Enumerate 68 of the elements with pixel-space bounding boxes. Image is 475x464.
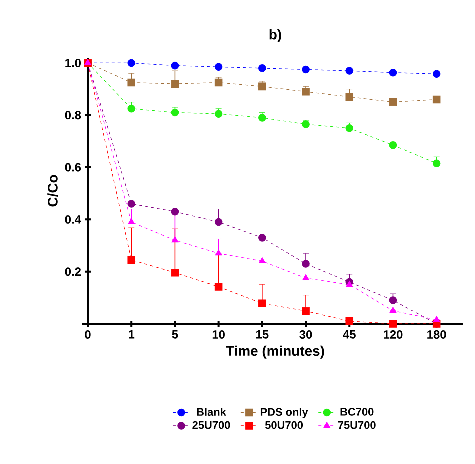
- point: [258, 64, 266, 72]
- point: [346, 67, 354, 75]
- point: [302, 66, 310, 74]
- point: [432, 160, 441, 168]
- point: [389, 296, 398, 304]
- point: [346, 280, 354, 287]
- point: [172, 236, 179, 243]
- legend-label: 50U700: [265, 421, 304, 430]
- legend-label: BC700: [340, 408, 374, 416]
- point: [171, 108, 180, 117]
- point: [171, 80, 180, 88]
- point: [346, 93, 354, 101]
- point: [346, 124, 354, 132]
- point: [302, 260, 310, 268]
- legend-label: PDS only: [260, 408, 308, 418]
- x-tick-label: 30: [300, 330, 312, 339]
- point: [214, 218, 223, 226]
- legend-label: 75U700: [338, 421, 376, 430]
- point: [389, 98, 398, 106]
- point: [302, 88, 310, 96]
- x-tick-label: 120: [384, 330, 403, 339]
- x-tick-label: 5: [172, 330, 178, 339]
- point: [259, 258, 266, 264]
- x-tick-label: 180: [428, 330, 446, 339]
- point: [258, 300, 266, 308]
- point: [433, 316, 440, 322]
- y-tick-label: 0.2: [65, 268, 82, 276]
- y-tick-label: 0.8: [65, 111, 82, 120]
- point: [171, 268, 180, 277]
- point: [346, 318, 354, 326]
- point: [171, 62, 180, 70]
- legend-label: 25U700: [192, 421, 230, 430]
- point: [128, 218, 136, 224]
- chart-title: b): [270, 29, 282, 42]
- point: [389, 141, 398, 150]
- point: [432, 70, 441, 78]
- point: [389, 68, 398, 77]
- point: [214, 78, 223, 87]
- point: [128, 256, 136, 264]
- point: [128, 104, 136, 113]
- point: [214, 63, 223, 72]
- x-axis-title: Time (minutes): [226, 346, 324, 359]
- point: [214, 110, 223, 118]
- point: [302, 120, 310, 128]
- x-tick-label: 10: [212, 330, 225, 339]
- y-tick-label: 0.6: [65, 163, 82, 172]
- point: [302, 307, 310, 316]
- point: [128, 78, 136, 87]
- y-axis-title: C/Co: [48, 175, 58, 207]
- point: [302, 274, 310, 280]
- point: [258, 114, 266, 122]
- x-tick-label: 1: [129, 330, 135, 339]
- point: [128, 59, 136, 68]
- point: [432, 96, 441, 104]
- x-tick-label: 15: [256, 330, 269, 339]
- y-tick-label: 0.4: [65, 215, 82, 224]
- legend-label: Blank: [197, 408, 226, 416]
- point: [128, 200, 136, 208]
- x-tick-label: 45: [343, 330, 356, 339]
- point: [171, 208, 180, 216]
- point: [215, 250, 222, 256]
- point: [389, 320, 398, 328]
- point: [258, 82, 266, 91]
- point: [258, 234, 266, 242]
- x-tick-label: 0: [85, 330, 91, 339]
- point: [390, 307, 397, 314]
- y-tick-label: 1.0: [66, 58, 81, 68]
- point: [214, 283, 223, 291]
